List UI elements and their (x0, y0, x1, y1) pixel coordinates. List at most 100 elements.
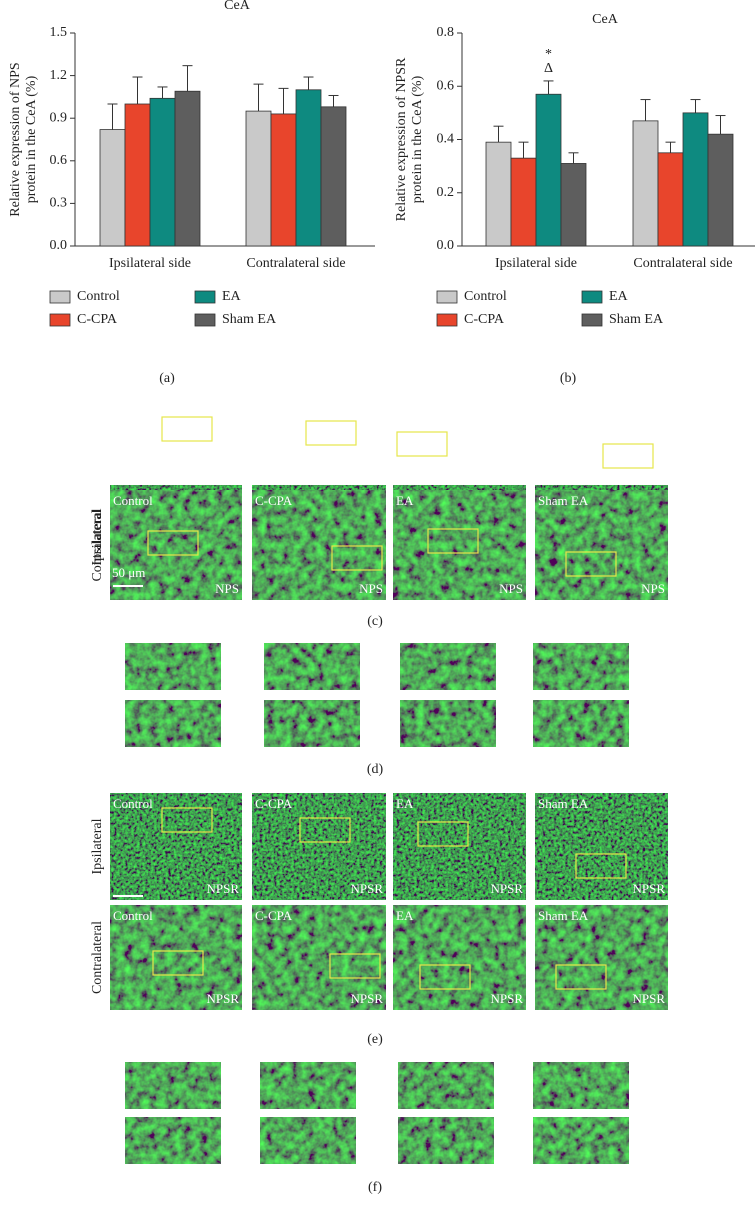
marker-label: NPS (499, 581, 523, 596)
bar (245, 110, 272, 247)
image-label: Sham EA (538, 908, 589, 923)
bar (510, 157, 537, 247)
bar (535, 93, 562, 247)
micrograph (533, 1062, 629, 1109)
micrograph (125, 700, 221, 747)
error-bar (278, 87, 289, 114)
error-bar (715, 115, 726, 135)
marker-label: NPSR (206, 991, 239, 1006)
image-label: Control (113, 493, 153, 508)
micrograph (110, 490, 242, 600)
y-tick-label: 0.0 (437, 238, 455, 253)
legend-swatch (194, 290, 216, 304)
error-bar (493, 125, 504, 143)
legend-swatch (581, 290, 603, 304)
marker-label: NPS (641, 581, 665, 596)
x-tick-label: Contralateral side (246, 256, 345, 271)
roi-box (305, 420, 357, 446)
bar (707, 133, 734, 247)
micrograph (110, 905, 242, 1010)
micrograph (400, 700, 496, 747)
micrograph (393, 490, 526, 600)
legend-label: C-CPA (77, 312, 118, 327)
annotation: * (545, 47, 552, 62)
bar (485, 141, 512, 247)
roi-box (565, 551, 617, 577)
roi-box (161, 416, 213, 442)
image-label: C-CPA (255, 908, 293, 923)
y-axis-label: protein in the CeA (%) (410, 75, 425, 203)
roi-box (427, 528, 479, 554)
bar (99, 129, 126, 247)
error-bar (182, 65, 193, 92)
marker-label: NPSR (350, 881, 383, 896)
y-axis-label: Relative expression of NPSR (394, 57, 409, 221)
legend-label: Control (77, 289, 120, 304)
image-label: EA (396, 796, 414, 811)
legend-label: Control (464, 289, 507, 304)
error-bar (328, 94, 339, 107)
panel-label: (a) (159, 371, 175, 386)
image-label: Control (113, 908, 153, 923)
image-label: EA (396, 908, 414, 923)
y-tick-label: 1.5 (50, 25, 68, 40)
legend-swatch (194, 313, 216, 327)
bar (682, 112, 709, 247)
x-tick-label: Contralateral side (633, 256, 732, 271)
bar (320, 106, 347, 247)
row-label: Ipsilateral (90, 818, 105, 874)
x-tick-label: Ipsilateral side (109, 256, 191, 271)
micrograph (535, 793, 668, 900)
marker-label: NPSR (206, 881, 239, 896)
micrograph (260, 1117, 356, 1164)
panel-label: (e) (367, 1032, 383, 1047)
image-label: Sham EA (538, 493, 589, 508)
bar (295, 89, 322, 247)
roi-box (555, 964, 607, 990)
error-bar (640, 99, 651, 121)
error-bar (690, 99, 701, 113)
legend-swatch (436, 313, 458, 327)
bar (270, 113, 297, 247)
panel-label: (b) (560, 371, 577, 386)
y-tick-label: 0.3 (50, 196, 68, 211)
micrograph (398, 1117, 494, 1164)
micrograph (393, 905, 526, 1010)
micrograph (535, 490, 668, 600)
annotation: Δ (544, 61, 553, 76)
legend-label: EA (222, 289, 242, 304)
micrograph (264, 643, 360, 690)
row-label: Contralateral (90, 921, 105, 994)
marker-label: NPS (215, 581, 239, 596)
y-tick-label: 1.2 (50, 68, 68, 83)
row-label: Contralateral (90, 508, 105, 581)
roi-box (396, 431, 448, 457)
y-tick-label: 0.2 (437, 185, 455, 200)
error-bar (303, 76, 314, 90)
image-label: C-CPA (255, 796, 293, 811)
row-label: Ipsilateral (90, 509, 105, 565)
micrograph (110, 793, 242, 900)
roi-box (575, 853, 627, 879)
marker-label: NPSR (490, 881, 523, 896)
micrograph (252, 490, 386, 600)
bar (149, 97, 176, 247)
error-bar (157, 86, 168, 99)
micrograph (533, 1117, 629, 1164)
roi-box (417, 821, 469, 847)
micrograph (400, 643, 496, 690)
error-bar (253, 83, 264, 112)
roi-box (331, 545, 383, 571)
image-label: Sham EA (538, 796, 589, 811)
marker-label: NPSR (350, 991, 383, 1006)
marker-label: NPSR (632, 991, 665, 1006)
roi-box (299, 817, 351, 843)
legend-swatch (49, 313, 71, 327)
y-tick-label: 0.9 (50, 110, 68, 125)
bar (560, 163, 587, 247)
micrograph (252, 793, 386, 900)
marker-label: NPSR (632, 881, 665, 896)
panel-label: (f) (368, 1180, 382, 1195)
legend-swatch (49, 290, 71, 304)
